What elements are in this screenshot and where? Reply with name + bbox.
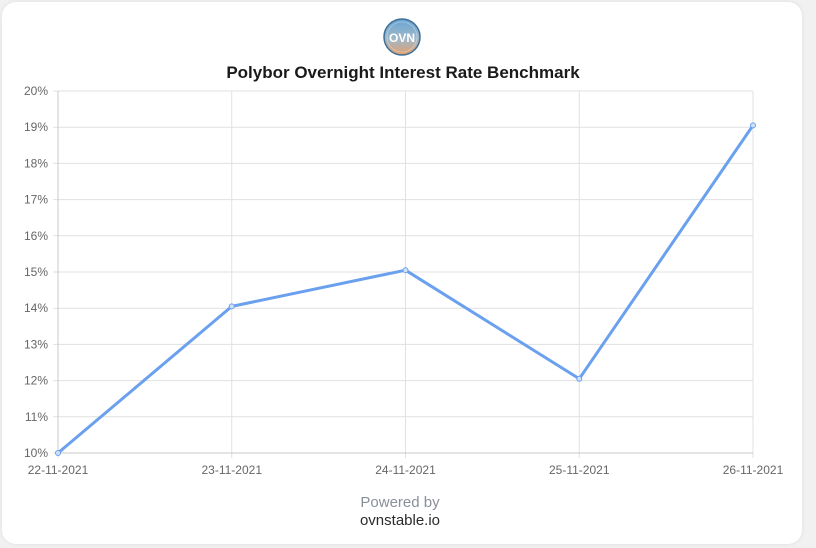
x-tick-label: 23-11-2021 (202, 463, 263, 477)
data-point (576, 375, 583, 382)
y-tick-label: 13% (24, 337, 48, 351)
powered-by-label: Powered by (360, 494, 440, 511)
chart-axes (57, 91, 753, 454)
chart-grid (53, 90, 754, 458)
y-tick-label: 17% (24, 193, 48, 207)
x-tick-label: 22-11-2021 (28, 463, 89, 477)
y-tick-label: 11% (25, 410, 48, 424)
y-tick-label: 18% (24, 156, 48, 170)
y-tick-label: 10% (24, 446, 48, 460)
y-tick-label: 14% (24, 301, 48, 315)
y-tick-label: 15% (24, 265, 48, 279)
x-tick-label: 24-11-2021 (375, 463, 436, 477)
chart-title: Polybor Overnight Interest Rate Benchmar… (226, 63, 580, 82)
chart-series (55, 122, 756, 456)
data-point (55, 450, 61, 456)
ovn-logo-icon: OVN (383, 18, 421, 56)
chart-ticks: 10% 11% 12% 13% 14% 15% 16% 17% 18% 19% 20% 22-11-2… (24, 84, 784, 477)
y-tick-label: 12% (24, 374, 48, 388)
data-point (402, 267, 409, 274)
y-tick-label: 19% (24, 120, 48, 134)
data-point (750, 122, 756, 129)
logo-text: OVN (389, 31, 415, 45)
x-tick-label: 26-11-2021 (723, 463, 784, 477)
y-tick-label: 20% (24, 84, 48, 98)
y-tick-label: 16% (24, 229, 48, 243)
site-link[interactable]: ovnstable.io (359, 512, 441, 529)
x-tick-label: 25-11-2021 (549, 463, 610, 477)
data-point (228, 303, 235, 310)
chart-card (2, 2, 802, 544)
